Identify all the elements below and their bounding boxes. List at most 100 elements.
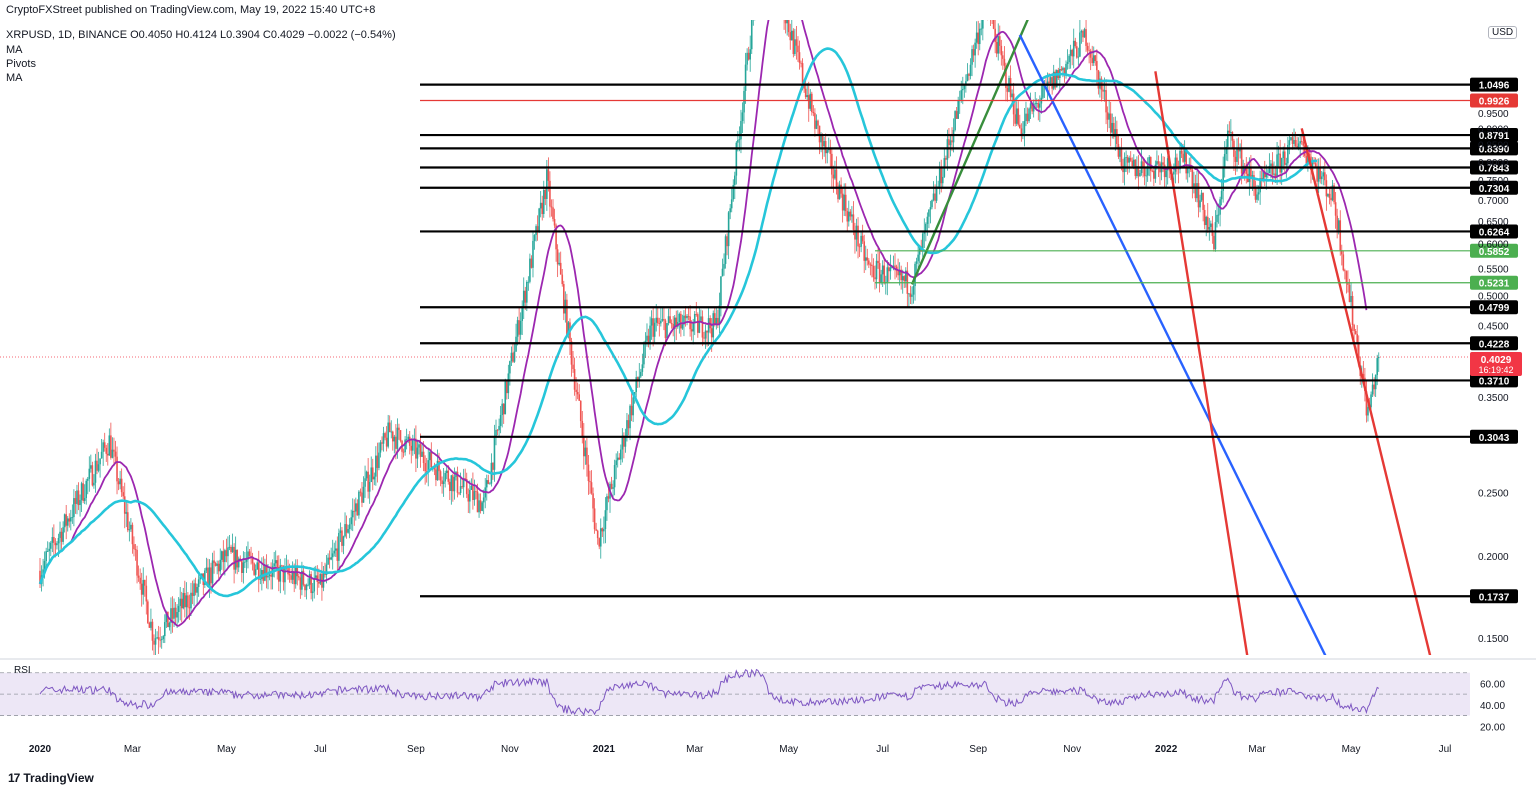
candle-body xyxy=(566,299,568,336)
candle-body xyxy=(526,282,528,303)
level-tag xyxy=(1470,77,1518,92)
candle-body xyxy=(1273,173,1275,175)
indicator-ma-2[interactable]: MA xyxy=(6,72,23,84)
candle-body xyxy=(248,551,251,556)
candle-body xyxy=(831,153,833,175)
candle-body xyxy=(156,637,158,639)
publisher-line: CryptoFXStreet published on TradingView.… xyxy=(6,4,376,16)
candle-body xyxy=(1025,113,1027,122)
candle-body xyxy=(208,567,211,588)
candle-body xyxy=(589,481,591,483)
candle-body xyxy=(570,341,573,365)
candle-body xyxy=(988,7,990,15)
candle-body xyxy=(82,483,84,501)
candle-body xyxy=(459,486,462,493)
candle-body xyxy=(883,265,886,284)
candle-body xyxy=(704,330,707,339)
candle-body xyxy=(264,564,266,581)
candle-body xyxy=(379,442,382,453)
candle-body xyxy=(384,433,386,438)
candle-body xyxy=(1139,173,1141,177)
candle-body xyxy=(1029,103,1032,109)
candle-body xyxy=(581,421,584,437)
candle-body xyxy=(231,546,234,553)
candle-body xyxy=(1299,141,1301,144)
candle-body xyxy=(1096,61,1098,71)
candle-body xyxy=(139,577,141,584)
candle-body xyxy=(442,481,445,484)
trend-line-red-1 xyxy=(1154,71,1249,655)
candle-body xyxy=(658,323,661,324)
candle-body xyxy=(298,576,300,578)
candle-body xyxy=(1262,171,1265,181)
candle-body xyxy=(256,562,259,570)
candle-body xyxy=(1305,155,1308,164)
candle-body xyxy=(1020,128,1023,135)
candle-body xyxy=(274,560,277,564)
candle-body xyxy=(1211,223,1214,236)
candle-body xyxy=(359,491,362,493)
candle-body xyxy=(664,320,667,339)
candle-body xyxy=(398,427,400,431)
candle-body xyxy=(744,64,747,91)
candle-body xyxy=(992,20,995,29)
candle-body xyxy=(39,570,41,584)
time-tick-label: Mar xyxy=(686,744,704,755)
candle-body xyxy=(1091,57,1094,64)
candle-body xyxy=(48,548,51,552)
candle-body xyxy=(972,49,975,56)
candle-body xyxy=(424,463,426,472)
candle-body xyxy=(476,491,479,513)
candle-body xyxy=(1251,175,1254,177)
candle-body xyxy=(994,28,996,43)
candle-body xyxy=(888,267,890,272)
tradingview-logo: 17 TradingView xyxy=(8,771,94,785)
indicator-pivots[interactable]: Pivots xyxy=(6,58,36,70)
candle-body xyxy=(977,32,980,45)
candle-body xyxy=(1245,166,1248,174)
candle-body xyxy=(579,400,582,422)
rsi-tick-label: 40.00 xyxy=(1480,701,1505,712)
candle-body xyxy=(1222,166,1224,191)
candle-body xyxy=(1051,77,1053,89)
time-tick-label: Mar xyxy=(124,744,142,755)
candle-body xyxy=(197,579,200,587)
candle-body xyxy=(750,20,753,50)
candle-body xyxy=(133,544,135,550)
candle-body xyxy=(626,420,628,437)
candle-body xyxy=(1314,163,1317,167)
candle-body xyxy=(1202,192,1204,210)
candle-body xyxy=(1117,144,1120,157)
candle-body xyxy=(978,28,981,45)
candle-body xyxy=(242,562,245,573)
candle-body xyxy=(433,467,436,470)
indicator-ma-1[interactable]: MA xyxy=(6,44,23,56)
candle-body xyxy=(1259,177,1261,193)
candle-body xyxy=(143,579,146,586)
candle-body xyxy=(122,492,124,497)
candle-body xyxy=(1376,358,1379,376)
candle-body xyxy=(1271,163,1274,175)
candle-body xyxy=(861,235,864,242)
countdown-label: 16:19:42 xyxy=(1478,365,1513,375)
candle-body xyxy=(527,281,530,283)
candle-body xyxy=(245,559,248,562)
candle-body xyxy=(864,257,867,261)
candle-body xyxy=(615,460,617,466)
candle-body xyxy=(934,193,936,201)
candle-body xyxy=(196,586,198,593)
candle-body xyxy=(213,560,215,564)
candle-body xyxy=(1174,157,1177,172)
time-tick-label: 2022 xyxy=(1155,744,1178,755)
candle-body xyxy=(507,373,510,394)
candle-body xyxy=(803,82,805,89)
candle-body xyxy=(207,567,209,588)
candle-body xyxy=(237,558,240,568)
currency-badge[interactable]: USD xyxy=(1488,26,1518,39)
level-tag xyxy=(1470,243,1518,258)
candle-body xyxy=(1234,156,1237,162)
candle-body xyxy=(997,36,1000,54)
candle-body xyxy=(1136,166,1138,177)
candle-body xyxy=(1297,143,1300,149)
